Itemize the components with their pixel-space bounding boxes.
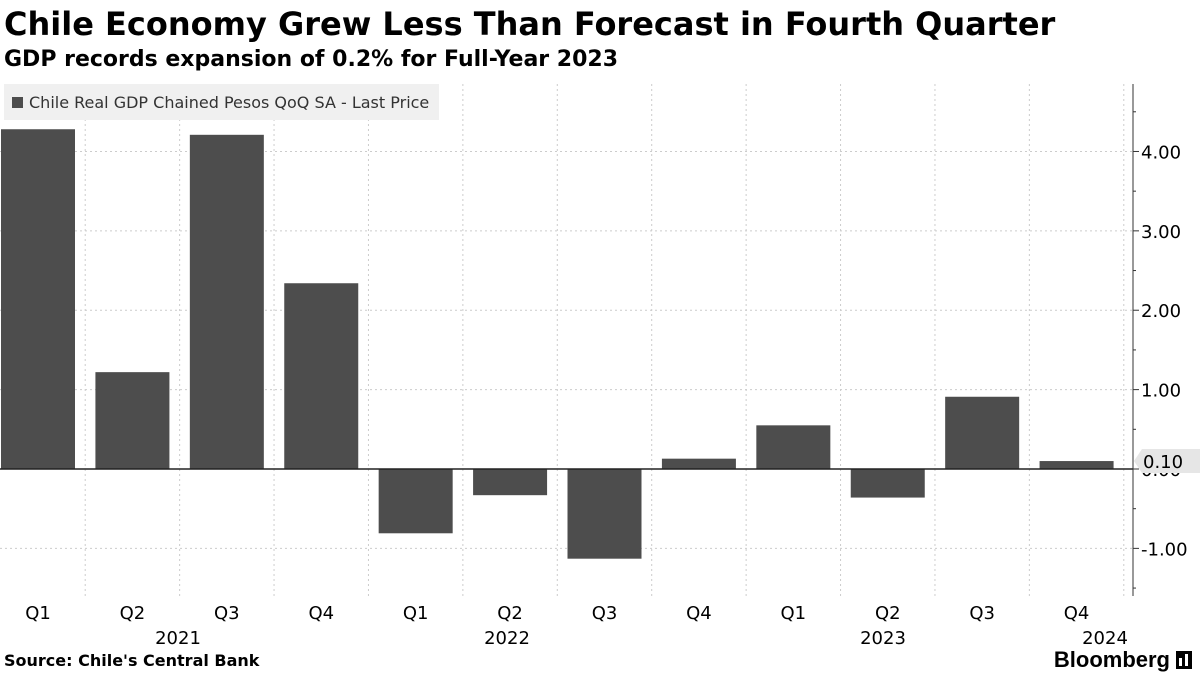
- bar: [473, 468, 548, 496]
- bar: [1, 129, 75, 469]
- x-tick-label: Q2: [875, 603, 901, 624]
- chart-title: Chile Economy Grew Less Than Forecast in…: [4, 5, 1056, 43]
- x-tick-label: Q4: [1064, 603, 1090, 624]
- x-tick-label: Q1: [403, 603, 429, 624]
- y-tick-label: 4.00: [1141, 142, 1181, 163]
- year-label: 2022: [484, 628, 530, 649]
- y-tick-label: 1.00: [1141, 381, 1181, 402]
- x-tick-label: Q3: [214, 603, 240, 624]
- last-value-label: 0.10: [1143, 452, 1183, 473]
- x-tick-label: Q3: [592, 603, 618, 624]
- bar: [850, 468, 925, 498]
- bar: [95, 372, 170, 469]
- bar: [378, 468, 453, 534]
- brand-name: Bloomberg: [1053, 647, 1170, 672]
- bar: [567, 468, 642, 559]
- bar: [756, 425, 831, 469]
- bar: [661, 458, 736, 469]
- x-tick-label: Q2: [120, 603, 146, 624]
- bar: [945, 396, 1020, 469]
- bar: [284, 283, 359, 469]
- year-label: 2024: [1082, 628, 1128, 649]
- year-label: 2021: [155, 628, 201, 649]
- x-tick-label: Q1: [781, 603, 807, 624]
- y-tick-label: 2.00: [1141, 301, 1181, 322]
- x-tick-label: Q3: [969, 603, 995, 624]
- x-tick-label: Q4: [686, 603, 712, 624]
- last-value-callout: [1134, 449, 1200, 474]
- y-tick-label: 3.00: [1141, 222, 1181, 243]
- x-tick-label: Q4: [308, 603, 334, 624]
- chart-legend: Chile Real GDP Chained Pesos QoQ SA - La…: [4, 84, 440, 120]
- source-note: Source: Chile's Central Bank: [4, 651, 260, 670]
- x-tick-label: Q2: [497, 603, 523, 624]
- legend-swatch: [12, 96, 23, 108]
- year-label: 2023: [860, 628, 906, 649]
- bar: [1039, 461, 1114, 469]
- chart-subtitle: GDP records expansion of 0.2% for Full-Y…: [4, 47, 619, 72]
- bloomberg-logo: Bloomberg: [1054, 646, 1192, 674]
- bar: [189, 134, 264, 469]
- y-tick-label: -1.00: [1141, 539, 1188, 560]
- legend-label: Chile Real GDP Chained Pesos QoQ SA - La…: [29, 92, 430, 112]
- x-tick-label: Q1: [25, 603, 51, 624]
- bloomberg-chart-icon: [1176, 651, 1192, 669]
